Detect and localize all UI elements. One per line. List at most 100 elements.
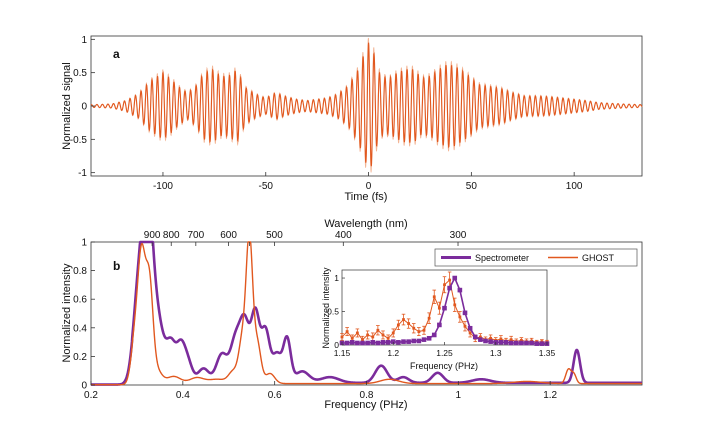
panel-b-x-tick-label: 0.4 [176,390,190,401]
inset-spectrometer-marker [508,340,514,346]
inset-ghost-marker [448,278,452,282]
panel-b-x-tick-label: 1.2 [543,390,557,401]
inset-ghost-marker [391,331,395,335]
inset-ghost-marker [371,335,375,339]
panel-a-x-tick-label: 50 [466,181,478,192]
inset-spectrometer-marker [457,287,463,293]
panel-b-y-tick-label: 0.2 [73,352,87,363]
inset-spectrometer-marker [483,338,488,344]
panel-a-y-tick-label: 1 [81,35,87,46]
inset-spectrometer-marker [519,340,524,346]
legend-box [434,248,638,267]
panel-b-top-tick-label: 700 [187,230,204,241]
inset-ghost-marker [376,328,380,332]
inset-spectrometer-marker [426,336,432,341]
inset-x-tick-label: 1.2 [387,348,399,358]
panel-b-spectrum-plot: 0.2 0.4 0.6 0.8 1 1.2 0 0.2 0.4 0.6 0.8 1 900 800 700… [61,218,643,411]
panel-b-y-tick-label: 0.8 [73,266,87,277]
inset-y-tick-label: 1 [334,273,339,283]
panel-a-x-tick-label: 100 [566,181,583,192]
inset-y-tick-label: 0.5 [327,307,339,317]
inset-ghost-marker [463,324,467,328]
panel-a-label: a [113,47,120,61]
inset-ghost-marker [340,335,344,339]
inset-ghost-marker [396,323,400,327]
inset-y-axis-label: Normalized intensity [321,267,331,349]
panel-a-signal-line [90,42,643,167]
inset-spectrometer-marker [437,322,442,328]
inset-ghost-marker [509,338,513,342]
inset-ghost-marker [345,330,349,334]
inset-ghost-marker [412,326,416,330]
panel-b-x-tick-label: 0.8 [360,390,374,401]
panel-a-x-tick-label: -100 [153,181,173,192]
inset-ghost-marker [453,303,457,307]
panel-b-top-tick-label: 300 [450,230,467,241]
panel-a-time-domain-plot: -100 -50 0 50 100 -1 -0.5 0 0.5 1 a Time (fs) Nor… [61,35,643,203]
panel-a-y-tick-label: -0.5 [70,135,88,146]
panel-a-x-tick-label: 0 [366,181,372,192]
panel-b-top-tick-label: 800 [163,230,180,241]
panel-b-y-tick-label: 1 [81,238,87,249]
inset-ghost-marker [443,283,446,287]
inset-spectrometer-marker [539,341,545,346]
inset-spectrometer-marker [498,340,504,345]
inset-ghost-marker [407,322,411,325]
inset-spectrometer-marker [467,325,473,331]
inset-spectrometer-marker [416,338,422,344]
inset-spectrometer-marker [370,340,376,345]
inset-spectrometer-marker [421,337,427,342]
inset-spectrometer-marker [513,340,519,346]
inset-spectrometer-marker [365,340,370,346]
inset-spectrometer-marker [406,339,411,344]
inset-x-tick-label: 1.25 [436,348,453,358]
panel-b-y-tick-label: 0.4 [73,323,87,334]
panel-a-y-tick-label: -1 [78,168,87,179]
panel-b-top-tick-label: 900 [144,230,161,241]
legend: Spectrometer GHOST [434,248,638,267]
inset-ghost-marker [468,331,472,335]
panel-b-label: b [113,259,120,273]
inset-spectrometer-marker [375,340,381,346]
panel-b-top-axis-label: Wavelength (nm) [324,218,407,230]
legend-label-ghost: GHOST [582,253,615,263]
inset-ghost-marker [432,295,436,299]
inset-y-tick-label: 0 [334,340,339,350]
panel-b-top-tick-label: 500 [266,230,283,241]
inset-spectrometer-marker [442,305,447,311]
panel-b-y-tick-label: 0.6 [73,295,87,306]
panel-b-x-tick-label: 0.6 [268,390,282,401]
panel-b-x-axis-label: Frequency (PHz) [324,399,407,411]
legend-label-spectrometer: Spectrometer [475,253,529,263]
inset-spectrometer-marker [411,338,417,344]
panel-b-x-tick-label: 0.2 [84,390,98,401]
inset-spectrometer-marker [349,340,355,345]
panel-a-x-tick-label: -50 [259,181,274,192]
inset-ghost-marker [422,328,426,332]
inset-ghost-marker [366,333,370,337]
panel-a-y-tick-label: 0 [81,102,87,113]
inset-x-tick-label: 1.35 [539,348,556,358]
inset-spectrometer-marker [462,310,468,316]
inset-ghost-marker [355,331,359,335]
panel-a-signal-trace [90,37,643,173]
inset-spectrometer-marker [401,339,406,344]
inset-spectrometer-marker [478,337,483,342]
inset-ghost-marker [350,336,354,340]
panel-b-y-axis-label: Normalized intensity [61,263,73,363]
inset-ghost-marker [402,318,405,321]
inset-ghost-marker [381,333,385,337]
panel-b-top-tick-label: 400 [335,230,352,241]
inset-spectrometer-marker [344,340,350,346]
inset-ghost-marker [386,336,390,340]
panel-a-y-tick-label: 0.5 [73,68,87,79]
inset-spectrometer-marker [355,340,360,346]
inset-ghost-marker [519,338,523,342]
inset-spectrometer-marker [488,339,493,344]
inset-ghost-marker [427,316,431,320]
inset-spectrometer-marker [385,340,391,345]
panel-a-x-axis-label: Time (fs) [345,191,388,203]
inset-ghost-marker [458,315,462,319]
